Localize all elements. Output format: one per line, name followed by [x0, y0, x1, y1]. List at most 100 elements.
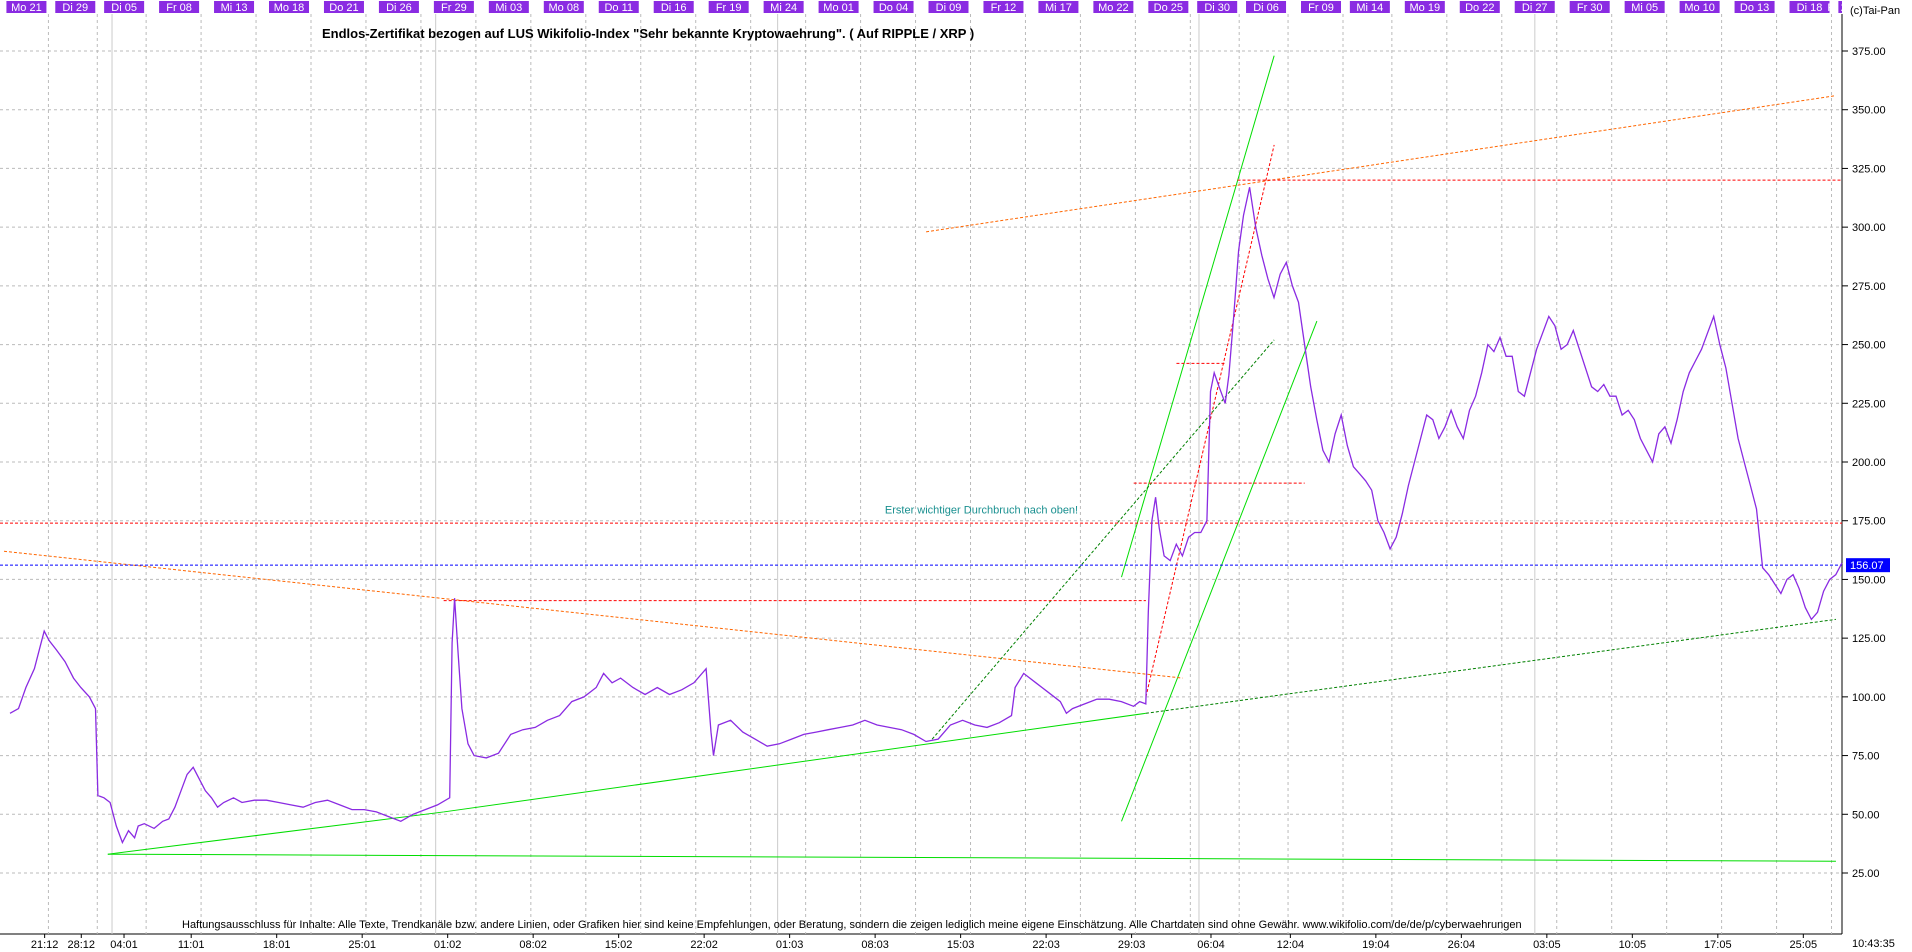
day-label-bg: [928, 1, 969, 13]
day-label: Di 18: [1797, 2, 1823, 14]
date-tick-label: 08:03: [861, 939, 889, 951]
date-tick-label: 15:02: [605, 939, 633, 951]
date-tick-label: 12:04: [1277, 939, 1305, 951]
time-label: 10:43:35: [1852, 938, 1895, 950]
date-tick-label: 17:05: [1704, 939, 1732, 951]
day-label-bg: [1246, 1, 1287, 13]
day-label: Fr 12: [991, 2, 1017, 14]
day-label: Fr 08: [166, 2, 192, 14]
y-tick-label: 375.00: [1852, 46, 1886, 58]
day-label: Mo 22: [1098, 2, 1129, 14]
trend-line: [3, 550, 1183, 679]
day-label-bg: [653, 1, 694, 13]
day-label-bg: [873, 1, 914, 13]
day-label-bg: [1093, 1, 1134, 13]
day-label-bg: [1038, 1, 1079, 13]
day-label-bg: [1349, 1, 1390, 13]
day-label: Fr 30: [1577, 2, 1603, 14]
trend-line: [107, 811, 444, 855]
date-tick-label: 22:02: [690, 939, 718, 951]
day-label-bg: [1624, 1, 1665, 13]
day-label: Mi 24: [770, 2, 797, 14]
date-tick-label: 10:05: [1619, 939, 1647, 951]
y-tick-label: 175.00: [1852, 516, 1886, 528]
day-label-bg: [269, 1, 310, 13]
date-tick-label: 11:01: [178, 939, 205, 951]
day-label: Di 30: [1204, 2, 1230, 14]
day-label: Fr 21: [1827, 2, 1853, 14]
date-tick-label: 18:01: [263, 939, 291, 951]
day-label: Do 22: [1465, 2, 1494, 14]
chart-title: Endlos-Zertifikat bezogen auf LUS Wikifo…: [322, 26, 974, 41]
day-label-bg: [214, 1, 255, 13]
day-label-bg: [983, 1, 1024, 13]
trend-line: [1121, 55, 1275, 578]
day-label-bg: [6, 1, 47, 13]
date-axis: 21:12 28:12 04:01 11:01 18:01 25:01 01:02 08:02…: [31, 934, 1817, 951]
day-label: Do 21: [329, 2, 358, 14]
day-label: Mo 08: [549, 2, 580, 14]
y-tick-label: 300.00: [1852, 222, 1886, 234]
day-label: Di 16: [661, 2, 687, 14]
y-tick-label: 200.00: [1852, 457, 1886, 469]
day-label-bg: [763, 1, 804, 13]
day-label: Di 26: [386, 2, 412, 14]
y-tick-label: 225.00: [1852, 398, 1886, 410]
y-tick-label: 275.00: [1852, 281, 1886, 293]
y-tick-label: 50.00: [1852, 809, 1880, 821]
breakout-annotation: Erster wichtiger Durchbruch nach oben!: [885, 505, 1078, 517]
day-label-bg: [378, 1, 419, 13]
day-label-bg: [598, 1, 639, 13]
day-label: Di 06: [1253, 2, 1279, 14]
y-tick-label: 25.00: [1852, 868, 1880, 880]
day-label: Do 04: [879, 2, 908, 14]
date-tick-label: 06:04: [1197, 939, 1225, 951]
day-label-bg: [1197, 1, 1238, 13]
trend-line: [1121, 320, 1318, 822]
date-tick-label: 03:05: [1533, 939, 1561, 951]
price-series: [9, 187, 1843, 845]
day-label: Mi 03: [495, 2, 522, 14]
date-tick-label: 25:05: [1790, 939, 1818, 951]
trend-line: [1145, 144, 1275, 697]
day-label-bg: [543, 1, 584, 13]
day-label: Di 29: [62, 2, 88, 14]
day-label: Fr 09: [1308, 2, 1334, 14]
chart-grid: [0, 14, 1843, 935]
date-tick-label: 25:01: [348, 939, 376, 951]
trend-line: [1145, 618, 1837, 714]
date-tick-label: 21:12: [31, 939, 59, 951]
date-tick-label: 26:04: [1448, 939, 1476, 951]
day-label-bg: [818, 1, 859, 13]
last-price-bg: [1846, 558, 1890, 573]
day-label-bg: [55, 1, 96, 13]
day-label-bg: [1569, 1, 1610, 13]
last-price-marker: 156.07: [1846, 558, 1890, 573]
price-line: [9, 187, 1843, 845]
y-tick-label: 150.00: [1852, 574, 1886, 586]
day-label: Mo 01: [823, 2, 854, 14]
date-tick-label: 19:04: [1362, 939, 1390, 951]
day-label-bg: [1679, 1, 1720, 13]
day-label-bg: [1838, 1, 1842, 13]
disclaimer-text: Haftungsausschluss für Inhalte: Alle Tex…: [182, 919, 1522, 931]
day-label-bar: Mo 21 Di 29 Di 05 Fr 08 Mi 13 Mo 18 Do 21 Di 26…: [0, 0, 1853, 14]
day-label-bg: [1514, 1, 1555, 13]
day-label: Mi 14: [1356, 2, 1383, 14]
y-tick-label: 350.00: [1852, 105, 1886, 117]
y-axis: 25.00 50.00 75.00 100.00 125.00 150.00 175.00 2…: [1842, 46, 1886, 880]
date-tick-label: 04:01: [110, 939, 138, 951]
day-label-bg: [1404, 1, 1445, 13]
day-label-bg: [323, 1, 364, 13]
day-label: Mi 13: [221, 2, 248, 14]
last-price-label: 156.07: [1850, 560, 1884, 572]
date-tick-label: 22:03: [1032, 939, 1060, 951]
date-tick-label: 29:03: [1118, 939, 1146, 951]
date-tick-label: 15:03: [947, 939, 975, 951]
date-tick-label: 01:03: [776, 939, 804, 951]
day-label: Mi 17: [1045, 2, 1072, 14]
day-label: Do 11: [604, 2, 633, 14]
y-tick-label: 75.00: [1852, 751, 1880, 763]
